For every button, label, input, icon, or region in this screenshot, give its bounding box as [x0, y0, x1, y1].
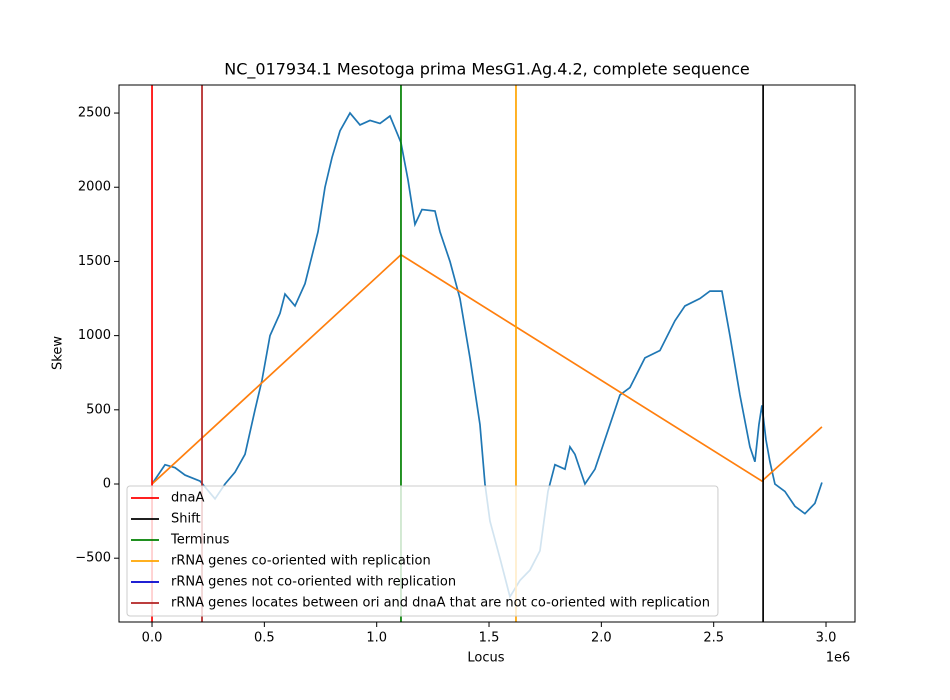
legend-label: rRNA genes not co-oriented with replicat…	[171, 575, 456, 590]
legend-box	[126, 485, 719, 617]
y-tick-label: 0	[103, 477, 111, 492]
y-tick-label: 2500	[78, 106, 111, 121]
y-tick-label: 1000	[78, 328, 111, 343]
x-tick-label: 0.0	[142, 631, 163, 646]
chart-title: NC_017934.1 Mesotoga prima MesG1.Ag.4.2,…	[224, 60, 749, 80]
x-tick-label: 0.5	[254, 631, 275, 646]
series-line	[151, 111, 823, 599]
series-line	[151, 253, 823, 485]
y-tick-label: 500	[86, 402, 111, 417]
y-tick-label: 2000	[78, 180, 111, 195]
y-axis-label: Skew	[51, 336, 66, 370]
y-tick-label: 1500	[78, 254, 111, 269]
legend-label: dnaA	[171, 491, 204, 506]
legend: dnaA Shift Terminus rRNA genes co-oriented …	[126, 485, 719, 617]
y-tick-label: −500	[75, 551, 111, 566]
x-tick-label: 1.5	[479, 631, 500, 646]
legend-label: Terminus	[170, 533, 230, 548]
legend-label: rRNA genes co-oriented with replication	[171, 554, 431, 569]
legend-label: rRNA genes locates between ori and dnaA …	[171, 596, 710, 611]
x-tick-label: 2.5	[703, 631, 724, 646]
x-offset-label: 1e6	[826, 651, 851, 666]
x-axis-label: Locus	[467, 651, 504, 666]
legend-label: Shift	[171, 512, 201, 527]
x-tick-label: 2.0	[591, 631, 612, 646]
plot-frame	[118, 84, 856, 623]
x-tick-label: 1.0	[366, 631, 387, 646]
x-tick-label: 3.0	[816, 631, 837, 646]
